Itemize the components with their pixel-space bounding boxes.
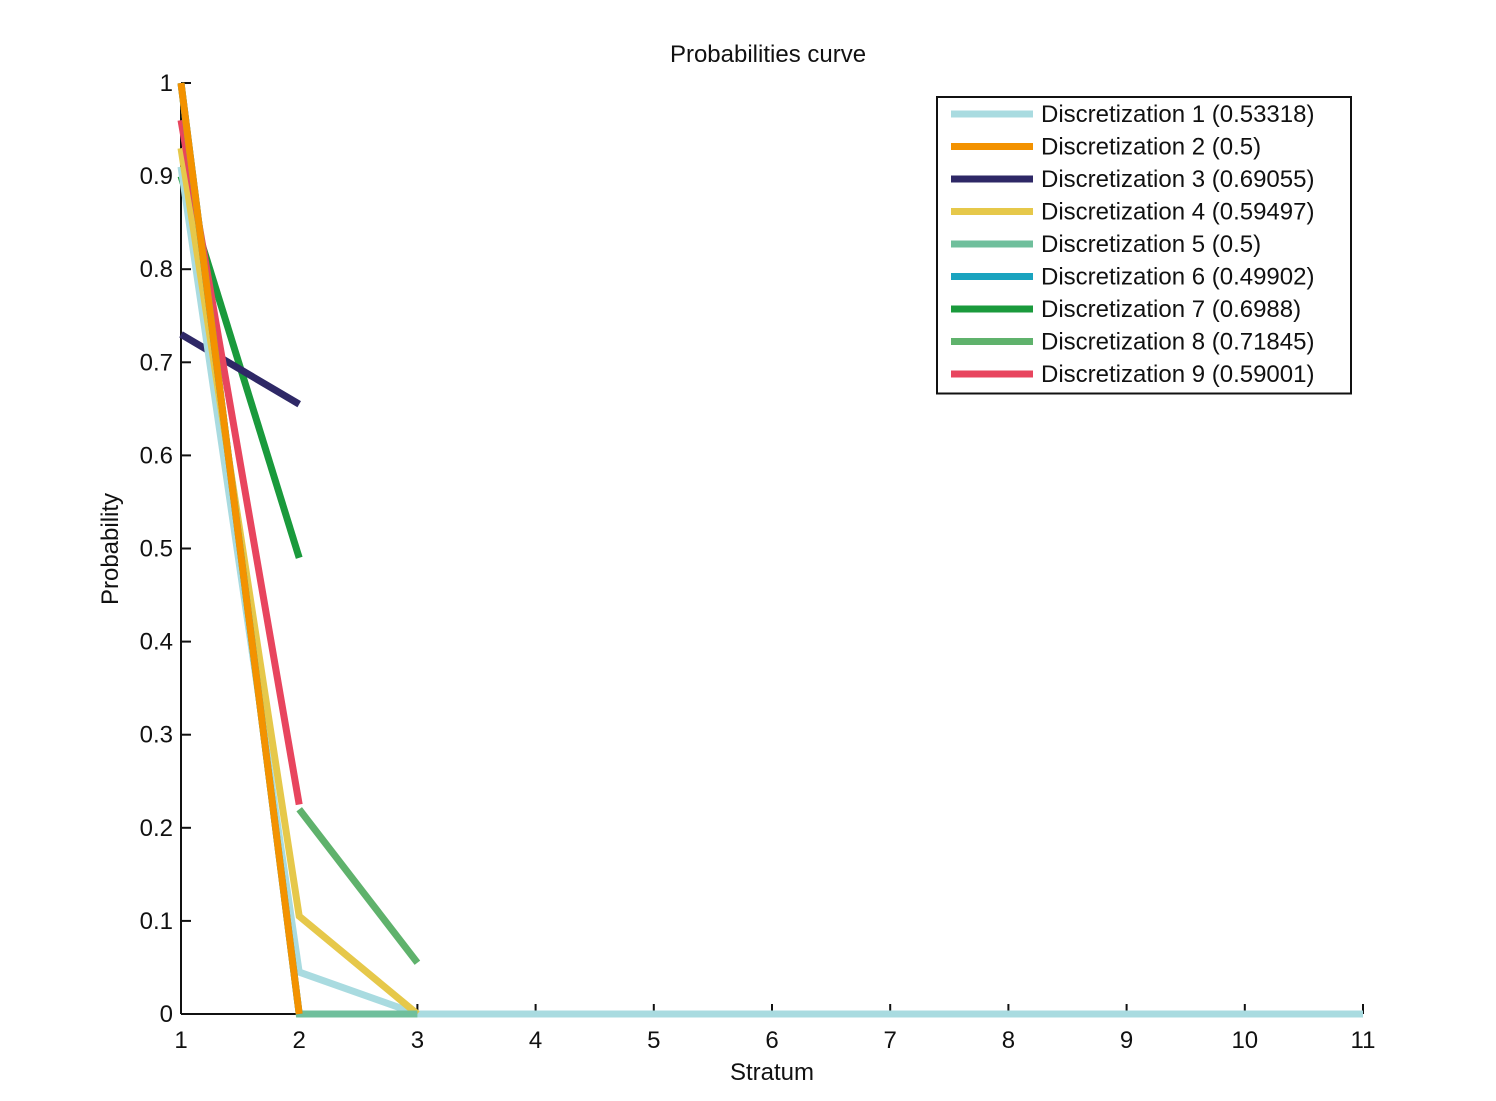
legend-label-1: Discretization 1 (0.53318) — [1041, 101, 1314, 128]
y-tick-label: 0.8 — [140, 256, 173, 283]
x-tick-label: 9 — [1120, 1027, 1133, 1054]
x-tick-label: 3 — [411, 1027, 424, 1054]
series-line-8 — [296, 807, 421, 965]
x-tick-label: 2 — [293, 1027, 306, 1054]
y-axis-title: Probability — [97, 493, 124, 605]
series-line-2 — [177, 82, 303, 1015]
y-tick-label: 0.3 — [140, 722, 173, 749]
legend-label-5: Discretization 5 (0.5) — [1041, 231, 1261, 258]
y-tick-label: 1 — [160, 70, 173, 97]
legend-label-6: Discretization 6 (0.49902) — [1041, 264, 1314, 291]
y-tick-label: 0.7 — [140, 349, 173, 376]
x-tick-label: 6 — [765, 1027, 778, 1054]
legend-label-9: Discretization 9 (0.59001) — [1041, 361, 1314, 388]
legend-label-8: Discretization 8 (0.71845) — [1041, 329, 1314, 356]
plot-area — [177, 82, 1363, 1018]
x-tick-label: 11 — [1351, 1027, 1376, 1054]
legend-label-3: Discretization 3 (0.69055) — [1041, 166, 1314, 193]
axes: 1 2 3 4 5 6 7 8 9 10 11 0 0.1 0.2 0.3 0.4 0.5 0.6 0.7 0.8 0.… — [140, 70, 1376, 1054]
x-tick-label: 10 — [1231, 1027, 1258, 1054]
y-tick-label: 0.6 — [140, 442, 173, 469]
x-tick-label: 5 — [647, 1027, 660, 1054]
series-line-4 — [177, 147, 420, 1017]
chart-title: Probabilities curve — [670, 41, 866, 68]
x-tick-label: 1 — [174, 1027, 187, 1054]
y-tick-label: 0.2 — [140, 815, 173, 842]
y-tick-label: 0.5 — [140, 536, 173, 563]
series-line-3 — [179, 331, 301, 408]
x-tick-label: 4 — [529, 1027, 542, 1054]
series-line-1 — [177, 166, 1363, 1018]
legend-label-4: Discretization 4 (0.59497) — [1041, 199, 1314, 226]
legend-label-7: Discretization 7 (0.6988) — [1041, 296, 1301, 323]
y-tick-label: 0 — [160, 1001, 173, 1028]
x-tick-label: 8 — [1002, 1027, 1015, 1054]
x-axis-title: Stratum — [730, 1059, 814, 1086]
legend-label-2: Discretization 2 (0.5) — [1041, 134, 1261, 161]
y-tick-label: 0.4 — [140, 629, 173, 656]
y-tick-label: 0.9 — [140, 163, 173, 190]
legend: Discretization 1 (0.53318) Discretization… — [936, 96, 1352, 395]
y-tick-label: 0.1 — [140, 908, 173, 935]
x-tick-label: 7 — [884, 1027, 897, 1054]
